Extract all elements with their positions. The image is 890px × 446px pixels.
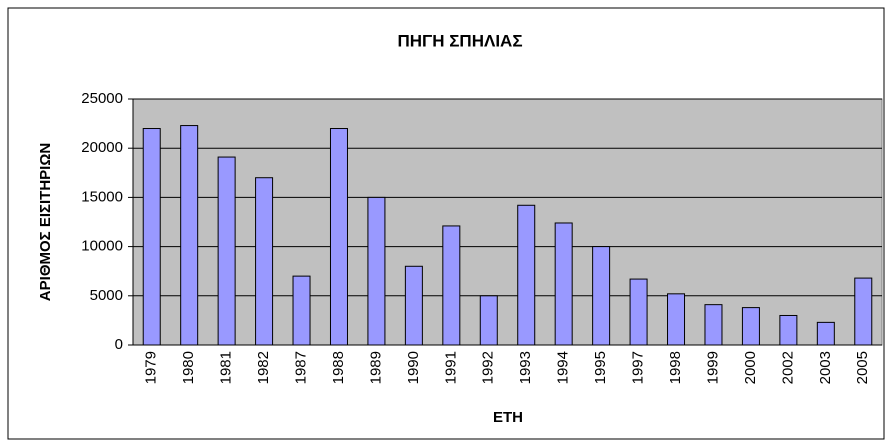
x-tick-label: 1980 [180, 351, 197, 384]
bar [255, 177, 274, 346]
y-tick-label: 5000 [90, 287, 123, 304]
bar [816, 321, 835, 346]
x-tick-label: 1991 [442, 351, 459, 384]
chart-title: ΠΗΓΗ ΣΠΗΛΙΑΣ [397, 31, 522, 50]
y-tick-label: 10000 [81, 238, 123, 255]
x-tick-label: 2000 [742, 351, 759, 384]
x-tick-label: 1981 [218, 351, 235, 384]
bar [442, 225, 461, 346]
plot-area [132, 98, 883, 346]
x-tick-label: 2005 [854, 351, 871, 384]
bar [704, 304, 723, 346]
bar [367, 196, 386, 346]
x-tick-label: 1990 [405, 351, 422, 384]
x-tick-label: 1989 [367, 351, 384, 384]
bar [667, 293, 686, 346]
bar [854, 277, 873, 346]
x-tick-label: 1982 [255, 351, 272, 384]
bar [292, 275, 311, 346]
x-tick-label: 1994 [555, 351, 572, 384]
bar [217, 156, 236, 346]
x-axis-title: ΕΤΗ [493, 409, 523, 426]
y-tick-label: 0 [115, 336, 123, 353]
bar [142, 128, 161, 346]
bar [554, 222, 573, 346]
y-tick-label: 20000 [81, 139, 123, 156]
bar [779, 314, 798, 346]
x-tick-label: 1992 [480, 351, 497, 384]
bar [479, 295, 498, 346]
bar [629, 278, 648, 346]
y-tick-label: 15000 [81, 188, 123, 205]
bar [180, 125, 199, 346]
x-tick-label: 1987 [292, 351, 309, 384]
bar [741, 307, 760, 346]
x-tick-label: 1988 [330, 351, 347, 384]
bar [592, 246, 611, 346]
x-tick-label: 1993 [517, 351, 534, 384]
y-tick-label: 25000 [81, 90, 123, 107]
x-tick-label: 1995 [592, 351, 609, 384]
x-tick-label: 2002 [779, 351, 796, 384]
x-tick-label: 2003 [817, 351, 834, 384]
bar [517, 204, 536, 346]
x-tick-label: 1999 [704, 351, 721, 384]
x-tick-label: 1979 [143, 351, 160, 384]
bar [404, 265, 423, 346]
bar [329, 128, 348, 346]
y-axis-title: ΑΡΙΘΜΟΣ ΕΙΣΙΤΗΡΙΩΝ [37, 143, 54, 301]
x-tick-label: 1998 [667, 351, 684, 384]
x-tick-label: 1997 [630, 351, 647, 384]
